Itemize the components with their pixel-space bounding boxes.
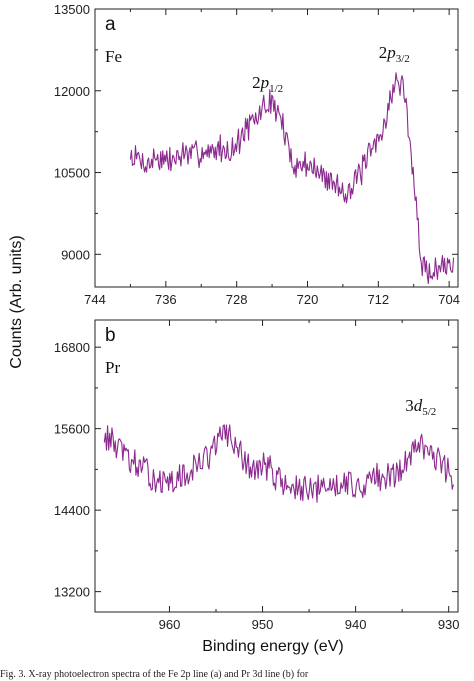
panel-b-letter: b	[105, 325, 116, 346]
panel-a-x-tick-label: 720	[297, 292, 319, 307]
y-axis-title: Counts (Arb. units)	[8, 235, 25, 368]
panel-a-x-tick-label: 704	[438, 292, 460, 307]
panel-a-y-tick-label: 9000	[61, 247, 90, 262]
panel-a-x-tick-label: 728	[226, 292, 248, 307]
panel-a-letter: a	[105, 14, 116, 35]
panel-b-y-tick-label: 16800	[54, 340, 90, 355]
panel-a-y-tick-label: 10500	[54, 166, 90, 181]
panel-a-chart: 744 736 728 720 712 704 9000 10500 12000 13500 a Fe…	[54, 2, 460, 307]
panel-b-plot-frame	[94, 319, 459, 613]
panel-a-y-tick-label: 12000	[54, 84, 90, 99]
panel-a-y-tick-label: 13500	[54, 2, 90, 17]
panel-b-peak-annotation: 3d5/2	[405, 396, 436, 418]
figure-caption: Fig. 3. X-ray photoelectron spectra of t…	[0, 669, 309, 680]
panel-a-x-tick-label: 736	[155, 292, 177, 307]
panel-b-x-tick-label: 940	[345, 617, 367, 632]
panel-a-spectrum-line	[129, 72, 455, 285]
panel-b-y-tick-label: 13200	[54, 585, 90, 600]
panel-a-peak-annotation: 2p3/2	[379, 43, 410, 65]
panel-a-peak-annotation: 2p1/2	[252, 73, 283, 95]
panel-b-spectrum-line	[103, 424, 454, 503]
panel-b-x-tick-label: 950	[252, 617, 274, 632]
panel-b-y-tick-label: 15600	[54, 422, 90, 437]
panel-b-x-tick-label: 930	[438, 617, 460, 632]
panel-a-x-tick-label: 712	[367, 292, 389, 307]
panel-b-element-label: Pr	[105, 358, 120, 377]
panel-a-element-label: Fe	[105, 47, 122, 66]
panel-a-plot-frame	[94, 8, 459, 288]
panel-b-y-tick-label: 14400	[54, 503, 90, 518]
panel-b-chart: 960 950 940 930 13200 14400 15600 16800 b Pr 3d5/2	[54, 319, 460, 632]
panel-b-x-tick-label: 960	[159, 617, 181, 632]
panel-a-x-tick-label: 744	[84, 292, 106, 307]
x-axis-title: Binding energy (eV)	[202, 638, 343, 655]
